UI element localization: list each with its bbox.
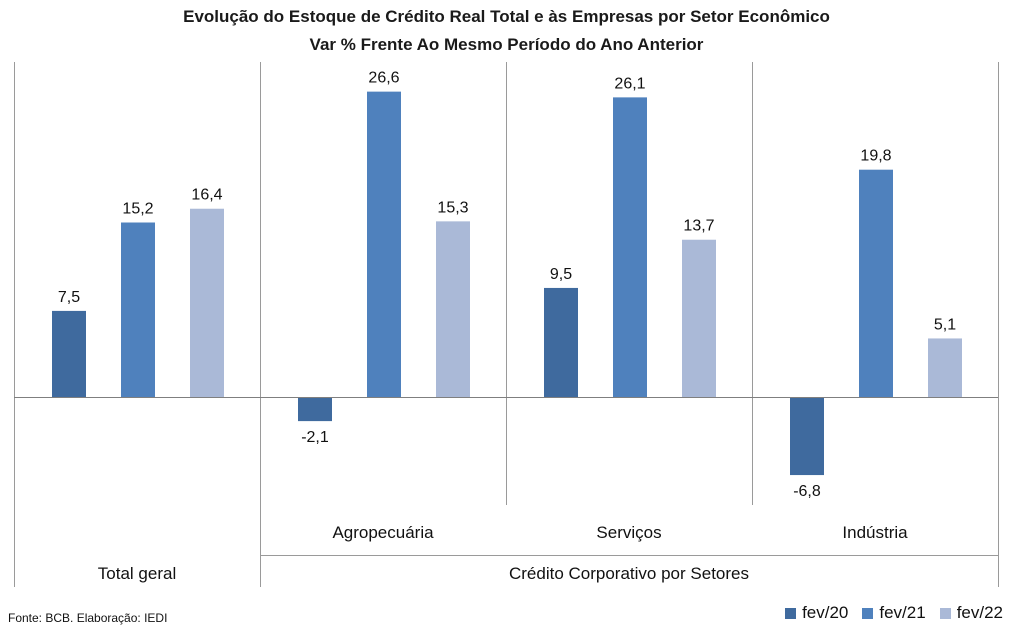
bar-fev21-0 — [121, 222, 155, 397]
bar-fev20-0 — [52, 310, 86, 397]
bar-fev22-1 — [436, 221, 470, 397]
data-label-fev21-0: 15,2 — [122, 201, 153, 218]
legend: fev/20 fev/21 fev/22 — [785, 603, 1003, 623]
legend-label-fev22: fev/22 — [956, 603, 1003, 622]
data-label-fev21-3: 19,8 — [860, 148, 891, 165]
bar-fev21-1 — [367, 91, 401, 398]
legend-item-fev21: fev/21 — [862, 603, 926, 623]
data-label-fev20-1: -2,1 — [301, 429, 329, 446]
data-label-fev21-1: 26,6 — [368, 70, 399, 87]
data-label-fev20-0: 7,5 — [58, 289, 80, 306]
bar-fev20-3 — [790, 397, 824, 476]
legend-item-fev20: fev/20 — [785, 603, 848, 623]
legend-swatch-fev21 — [862, 607, 874, 619]
data-label-fev20-2: 9,5 — [550, 266, 572, 283]
chart-subtitle: Var % Frente Ao Mesmo Período do Ano Ant… — [309, 35, 704, 54]
legend-label-fev20: fev/20 — [802, 603, 849, 622]
chart-title: Evolução do Estoque de Crédito Real Tota… — [183, 7, 830, 26]
bar-fev21-2 — [613, 97, 647, 397]
bar-chart: 7,5 15,2 16,4 -2,1 26,6 15,3 Agropecuária 9,5 26… — [14, 62, 999, 587]
legend-swatch-fev20 — [785, 607, 797, 619]
legend-item-fev22: fev/22 — [939, 603, 1003, 623]
category-label-1: Agropecuária — [332, 523, 434, 542]
super-group-label-total: Total geral — [98, 564, 176, 583]
category-label-3: Indústria — [842, 523, 908, 542]
bar-fev22-0 — [190, 208, 224, 397]
legend-label-fev21: fev/21 — [879, 603, 926, 622]
data-label-fev20-3: -6,8 — [793, 483, 821, 500]
legend-swatch-fev22 — [939, 607, 951, 619]
super-group-label-sectors: Crédito Corporativo por Setores — [509, 564, 749, 583]
data-label-fev22-1: 15,3 — [437, 199, 468, 216]
data-label-fev21-2: 26,1 — [614, 75, 645, 92]
category-label-2: Serviços — [596, 523, 661, 542]
data-label-fev22-2: 13,7 — [683, 218, 714, 235]
bar-fev20-1 — [298, 397, 332, 422]
source-note: Fonte: BCB. Elaboração: IEDI — [8, 611, 168, 625]
bar-fev22-2 — [682, 239, 716, 397]
bar-fev21-3 — [859, 169, 893, 397]
data-label-fev22-3: 5,1 — [934, 316, 956, 333]
bar-fev22-3 — [928, 338, 962, 397]
bar-fev20-2 — [544, 287, 578, 397]
data-label-fev22-0: 16,4 — [191, 187, 222, 204]
